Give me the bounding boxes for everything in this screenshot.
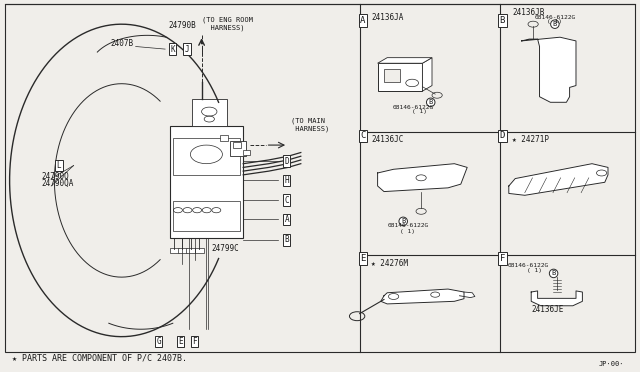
Text: ( 1): ( 1) xyxy=(412,109,427,115)
Text: B: B xyxy=(553,21,557,27)
Text: B: B xyxy=(500,16,505,25)
Bar xyxy=(230,141,246,156)
Text: 24790Q: 24790Q xyxy=(42,171,69,180)
Text: F: F xyxy=(192,337,197,346)
Polygon shape xyxy=(378,164,467,192)
Text: L: L xyxy=(56,161,61,170)
Bar xyxy=(192,99,227,126)
Bar xyxy=(195,248,204,253)
Text: (TO ENG ROOM
  HARNESS): (TO ENG ROOM HARNESS) xyxy=(202,17,253,31)
Text: (TO MAIN
 HARNESS): (TO MAIN HARNESS) xyxy=(291,118,330,132)
Text: ( 1): ( 1) xyxy=(547,19,562,24)
Text: 08146-6122G: 08146-6122G xyxy=(387,223,428,228)
Text: B: B xyxy=(429,99,433,105)
Text: G: G xyxy=(156,337,161,346)
Polygon shape xyxy=(378,58,432,63)
Bar xyxy=(220,135,228,141)
Text: 08146-6122G: 08146-6122G xyxy=(508,263,548,268)
Text: ★ 24271P: ★ 24271P xyxy=(512,135,549,144)
Polygon shape xyxy=(422,58,432,91)
Text: D: D xyxy=(284,157,289,166)
Text: JP·00·: JP·00· xyxy=(598,362,624,368)
Text: 24790B: 24790B xyxy=(168,21,196,30)
Text: 2407B: 2407B xyxy=(110,39,133,48)
FancyBboxPatch shape xyxy=(378,63,422,91)
Text: H: H xyxy=(284,176,289,185)
Text: 24136JE: 24136JE xyxy=(531,305,563,314)
Text: ( 1): ( 1) xyxy=(400,228,415,234)
Text: 08146-6122G: 08146-6122G xyxy=(534,15,575,20)
Text: 24136JB: 24136JB xyxy=(512,8,545,17)
Text: E: E xyxy=(360,254,365,263)
Bar xyxy=(233,142,241,148)
Text: E: E xyxy=(178,337,183,346)
Text: B: B xyxy=(284,235,289,244)
Text: B: B xyxy=(552,270,556,276)
Text: ( 1): ( 1) xyxy=(527,268,541,273)
Polygon shape xyxy=(381,289,464,304)
Polygon shape xyxy=(460,292,475,298)
Bar xyxy=(173,138,240,175)
Bar xyxy=(170,248,179,253)
Bar xyxy=(178,248,187,253)
Bar xyxy=(170,126,243,238)
Bar xyxy=(186,248,195,253)
Text: 08146-6122G: 08146-6122G xyxy=(392,105,433,110)
Bar xyxy=(173,201,240,231)
Bar xyxy=(384,69,400,82)
Bar xyxy=(243,150,250,155)
Text: 24790QA: 24790QA xyxy=(42,179,74,188)
Text: A: A xyxy=(284,215,289,224)
Text: 24136JC: 24136JC xyxy=(371,135,404,144)
Text: B: B xyxy=(401,218,405,224)
Text: 24136JA: 24136JA xyxy=(371,13,404,22)
Text: K: K xyxy=(170,45,175,54)
Text: C: C xyxy=(284,196,289,205)
Polygon shape xyxy=(509,164,608,195)
Text: A: A xyxy=(360,16,365,25)
Text: D: D xyxy=(500,131,505,140)
Text: F: F xyxy=(500,254,505,263)
Text: C: C xyxy=(360,131,365,140)
Polygon shape xyxy=(531,291,582,306)
Polygon shape xyxy=(522,37,576,102)
Text: J: J xyxy=(184,45,189,54)
Text: 24799C: 24799C xyxy=(211,244,239,253)
Text: ★ PARTS ARE COMPONENT OF P/C 2407B.: ★ PARTS ARE COMPONENT OF P/C 2407B. xyxy=(12,354,186,363)
Text: ★ 24276M: ★ 24276M xyxy=(371,259,408,268)
